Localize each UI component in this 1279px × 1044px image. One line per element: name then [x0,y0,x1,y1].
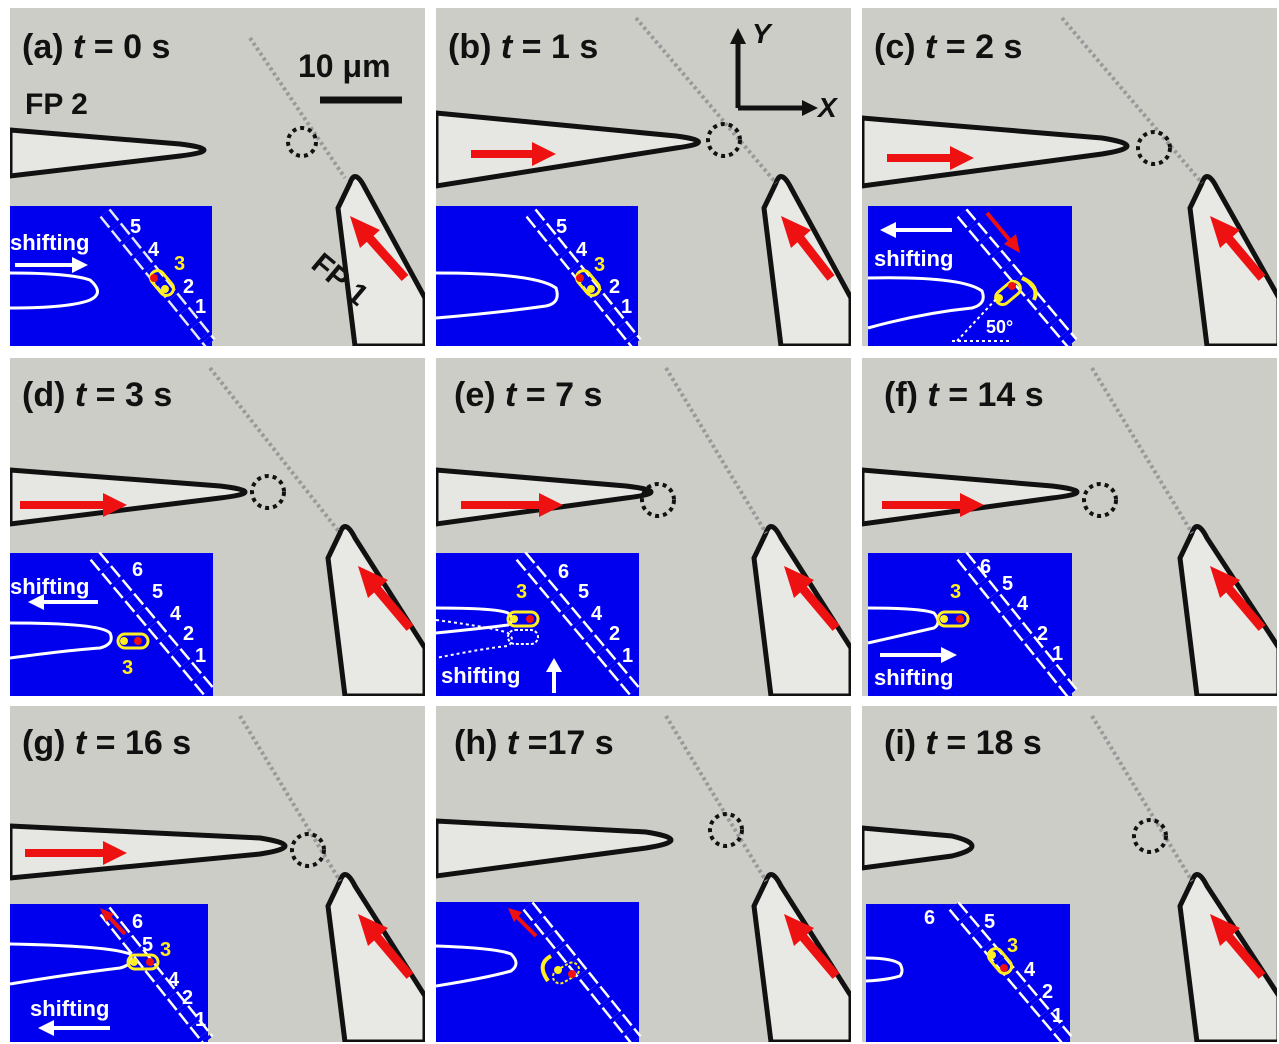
svg-text:3: 3 [594,254,605,276]
fp2-label: FP 2 [25,88,88,121]
inset-num-3: 3 [174,253,185,275]
inset-shifting-text: shifting [10,230,89,255]
panel-a-label: (a) t = 0 s [22,28,171,66]
panel-c: shifting 50° (c) t = 2 s [862,8,1277,346]
svg-text:5: 5 [152,581,163,603]
panel-i-image: 6 5 3 4 2 1 [862,706,1277,1042]
panel-g-label: (g) t = 16 s [22,724,192,762]
svg-text:shifting: shifting [874,246,953,271]
inset-num-1: 1 [195,296,206,318]
panel-d-image: shifting 6 5 4 2 1 3 [10,358,425,696]
fiber-probe-2 [10,127,207,179]
svg-text:3: 3 [950,581,961,603]
svg-text:shifting: shifting [441,663,520,688]
svg-text:2: 2 [609,623,620,645]
panel-i-label: (i) t = 18 s [884,724,1042,762]
svg-text:5: 5 [984,911,995,933]
svg-text:1: 1 [621,296,632,318]
svg-text:2: 2 [609,276,620,298]
panel-i: 6 5 3 4 2 1 (i) t = 18 s [862,706,1277,1044]
svg-text:6: 6 [924,907,935,929]
svg-text:shifting: shifting [874,665,953,690]
panel-h-label: (h) t =17 s [454,724,614,762]
svg-text:5: 5 [142,934,153,956]
svg-text:6: 6 [132,911,143,933]
panel-b-label: (b) t = 1 s [448,28,599,66]
svg-text:4: 4 [170,603,182,625]
panel-b: 5 4 3 2 1 (b) t = 1 s Y X [436,8,851,346]
svg-text:4: 4 [168,969,180,991]
svg-text:shifting: shifting [10,574,89,599]
panel-a-image: shifting 5 4 3 2 1 [10,8,425,346]
svg-text:shifting: shifting [30,996,109,1021]
svg-text:5: 5 [1002,573,1013,595]
svg-text:1: 1 [1052,643,1063,665]
panel-g-image: shifting 6 5 3 4 2 1 [10,706,425,1042]
fiber-probe-1 [335,174,425,346]
svg-text:4: 4 [1017,593,1029,615]
svg-text:2: 2 [1042,981,1053,1003]
svg-text:2: 2 [182,987,193,1009]
svg-text:5: 5 [556,216,567,238]
svg-text:4: 4 [1024,959,1036,981]
axis-x-label: X [818,92,837,123]
panel-f-image: shifting 3 6 5 4 2 1 [862,358,1277,696]
svg-text:4: 4 [591,603,603,625]
svg-text:5: 5 [578,581,589,603]
panel-d: shifting 6 5 4 2 1 3 (d) t = 3 s [10,358,425,696]
inset-num-5: 5 [130,216,141,238]
svg-text:2: 2 [183,623,194,645]
inset-num-4: 4 [148,239,160,261]
panel-h-image [436,706,851,1042]
panel-e-label: (e) t = 7 s [454,376,603,414]
svg-text:4: 4 [576,239,588,261]
svg-text:6: 6 [132,559,143,581]
panel-f: shifting 3 6 5 4 2 1 (f) t = 14 s [862,358,1277,696]
red-arrowhead [350,216,380,248]
svg-text:50°: 50° [986,317,1013,337]
inset-num-2: 2 [183,276,194,298]
svg-text:3: 3 [516,581,527,603]
panel-c-label: (c) t = 2 s [874,28,1023,66]
panel-a: shifting 5 4 3 2 1 (a) t = 0 s FP 2 10 μ… [10,8,425,346]
svg-text:1: 1 [1052,1005,1063,1027]
svg-text:1: 1 [195,645,206,667]
panel-b-image: 5 4 3 2 1 [436,8,851,346]
svg-text:1: 1 [195,1009,206,1031]
target-circle [286,126,318,158]
panel-h: (h) t =17 s [436,706,851,1044]
axis-y-label: Y [752,18,771,49]
panel-d-label: (d) t = 3 s [22,376,173,414]
svg-text:6: 6 [558,561,569,583]
inset [10,206,212,346]
panel-e: shifting 3 6 5 4 2 1 (e) t = 7 s [436,358,851,696]
bacteria-chain [248,36,347,180]
svg-text:1: 1 [622,645,633,667]
svg-text:3: 3 [122,657,133,679]
svg-text:6: 6 [980,556,991,578]
panel-c-image: shifting 50° [862,8,1277,346]
scale-bar-label: 10 μm [298,48,391,84]
svg-text:3: 3 [1007,935,1018,957]
panel-g: shifting 6 5 3 4 2 1 (g) t = 16 s [10,706,425,1044]
panel-e-image: shifting 3 6 5 4 2 1 [436,358,851,696]
red-arrow [361,230,409,281]
panel-f-label: (f) t = 14 s [884,376,1044,414]
svg-text:2: 2 [1037,623,1048,645]
svg-text:3: 3 [160,939,171,961]
